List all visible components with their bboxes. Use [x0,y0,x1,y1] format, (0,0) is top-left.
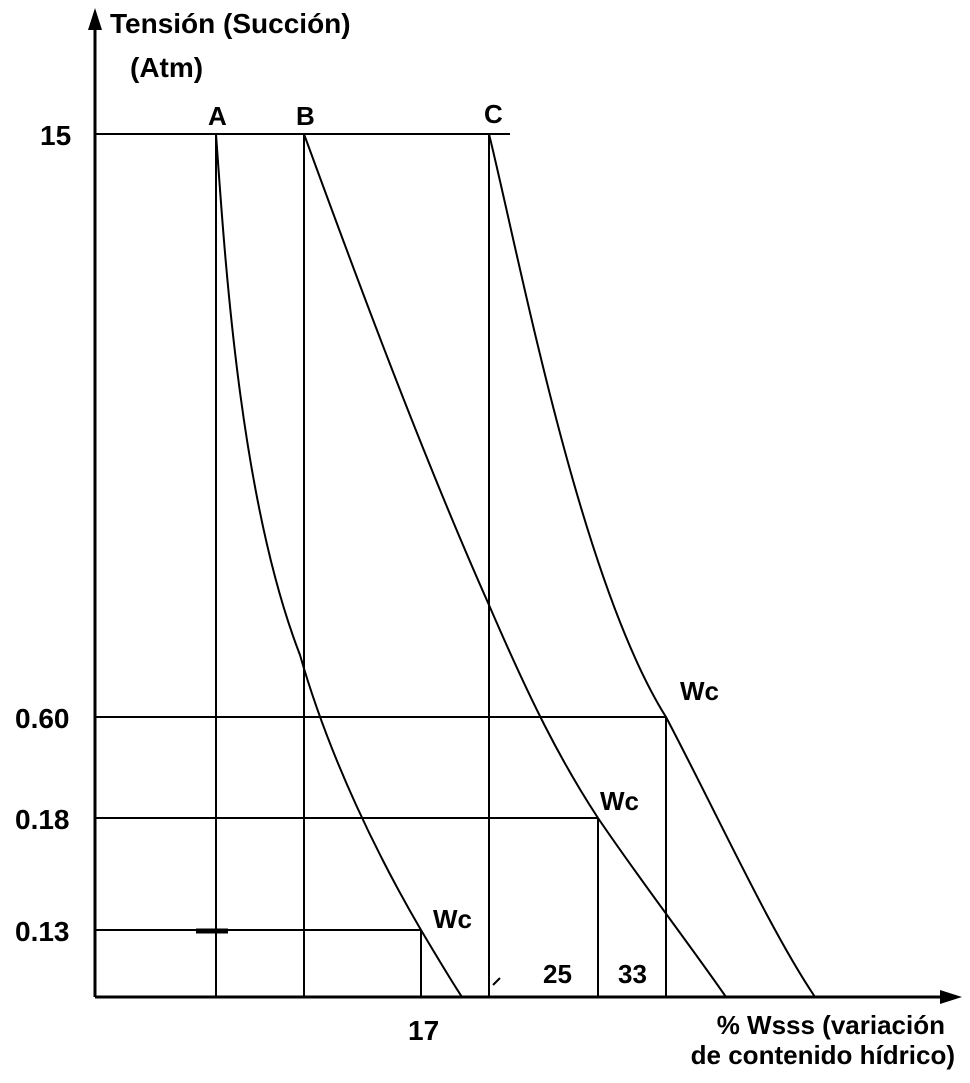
y-tick-060: 0.60 [15,703,70,734]
curve-a [215,133,463,998]
y-tick-018: 0.18 [15,804,70,835]
y-tick-15: 15 [40,120,71,151]
x-axis-title-line1: % Wsss (variación [717,1010,945,1040]
x-tick-25: 25 [543,959,572,989]
y-axis-arrow [88,8,102,30]
curves [215,133,816,998]
curve-label-b: B [296,101,315,131]
x-tick-17: 17 [408,1015,439,1046]
x-axis-arrow [940,990,962,1004]
y-axis-title-line1: Tensión (Succión) [110,8,351,39]
y-axis-title-line2: (Atm) [130,52,203,83]
curve-c [488,133,816,998]
wc-label-a: Wc [433,904,472,934]
x-axis-title-line2: de contenido hídrico) [691,1040,955,1070]
axes [93,22,948,999]
reference-lines [95,133,666,931]
curve-label-a: A [208,101,227,131]
y-tick-013: 0.13 [15,916,70,947]
wc-label-c: Wc [680,676,719,706]
curve-label-c: C [484,99,503,129]
small-mark [492,977,501,986]
wc-label-b: Wc [600,786,639,816]
x-tick-33: 33 [618,959,647,989]
curve-b [303,133,727,998]
vertical-lines [215,134,667,997]
